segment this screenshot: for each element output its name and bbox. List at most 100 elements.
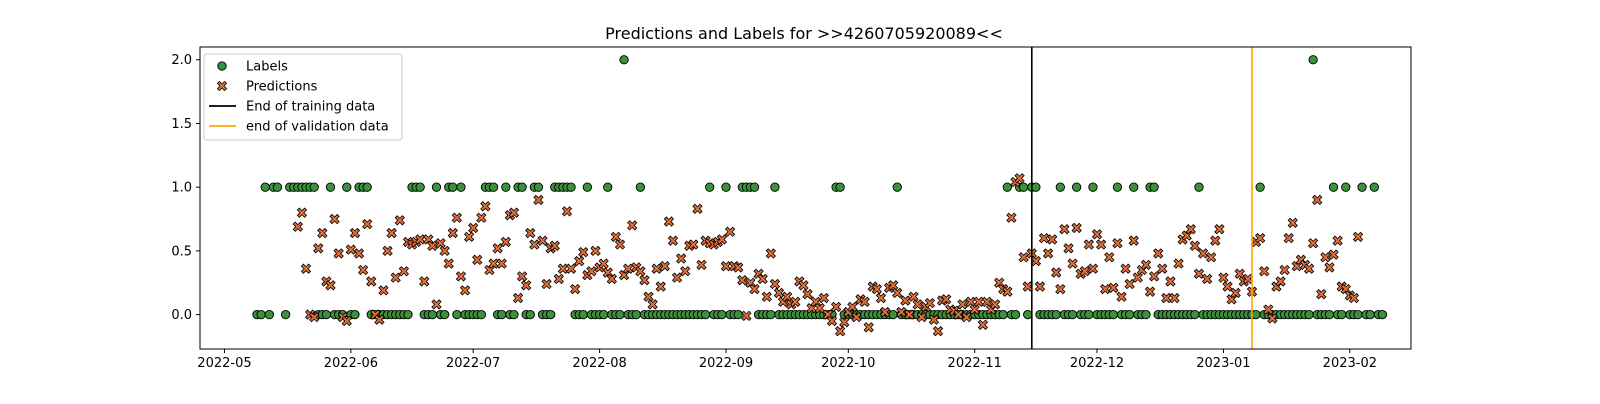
label-point [599, 309, 609, 320]
prediction-point [1071, 222, 1082, 234]
label-point [1324, 309, 1335, 320]
prediction-point [724, 226, 736, 237]
prediction-point [1100, 283, 1111, 295]
prediction-point [1316, 289, 1327, 300]
prediction-point [537, 235, 548, 246]
prediction-point [1230, 287, 1241, 299]
prediction-point [1140, 259, 1152, 271]
x-tick-label: 2022-10 [821, 356, 875, 371]
prediction-point [912, 299, 923, 310]
prediction-point [606, 273, 617, 285]
prediction-point [671, 272, 683, 283]
prediction-point [378, 285, 389, 296]
prediction-point [541, 278, 552, 290]
prediction-point [941, 294, 952, 305]
label-point [631, 309, 641, 320]
prediction-point [896, 306, 907, 318]
prediction-point [1047, 234, 1058, 245]
prediction-point [887, 280, 899, 291]
label-point [427, 309, 438, 320]
prediction-point [892, 287, 903, 299]
prediction-point [1218, 272, 1229, 283]
label-point [403, 309, 413, 320]
prediction-point [973, 296, 984, 308]
prediction-point [879, 306, 891, 318]
prediction-point [688, 239, 699, 250]
prediction-point [439, 245, 450, 257]
label-point [1308, 55, 1318, 65]
prediction-point [663, 216, 675, 227]
prediction-point [675, 253, 687, 264]
prediction-point [769, 278, 781, 290]
prediction-point [1312, 194, 1323, 206]
prediction-point [300, 263, 312, 274]
label-point [456, 182, 466, 192]
prediction-point [1108, 282, 1119, 294]
label-point [325, 182, 336, 192]
prediction-point [627, 220, 638, 231]
prediction-point [765, 248, 777, 259]
prediction-point [325, 280, 336, 291]
prediction-point [716, 234, 728, 245]
prediction-point [382, 245, 393, 257]
prediction-point [1214, 224, 1225, 235]
label-point [256, 309, 266, 320]
prediction-point [871, 283, 883, 295]
label-point [998, 309, 1008, 320]
label-point [1002, 182, 1012, 192]
label-point [1088, 182, 1098, 192]
prediction-point [1006, 212, 1017, 223]
prediction-point [1189, 240, 1201, 251]
prediction-point [1324, 262, 1335, 273]
prediction-point [1128, 235, 1139, 246]
prediction-point [1222, 281, 1233, 292]
x-tick-label: 2023-01 [1196, 356, 1250, 371]
prediction-point [761, 291, 772, 302]
prediction-point [667, 235, 679, 246]
prediction-point [353, 248, 365, 259]
prediction-point [1197, 248, 1209, 259]
prediction-point [818, 292, 830, 304]
prediction-point [386, 227, 397, 239]
prediction-point [451, 212, 463, 223]
prediction-point [398, 266, 410, 277]
prediction-point [1201, 273, 1213, 285]
prediction-point [839, 317, 850, 328]
prediction-point [1018, 252, 1029, 263]
label-point [700, 309, 711, 320]
label-point [533, 182, 544, 192]
label-point [1337, 309, 1347, 320]
prediction-point [749, 283, 760, 295]
label-point [1031, 182, 1041, 192]
label-point [1071, 182, 1082, 192]
prediction-point [447, 227, 458, 239]
prediction-point [908, 291, 919, 302]
prediction-point [859, 296, 870, 308]
prediction-point [1307, 238, 1319, 249]
prediction-point [296, 207, 308, 218]
prediction-point [1148, 271, 1160, 282]
x-tick-label: 2022-11 [948, 356, 1002, 371]
prediction-point [916, 311, 927, 323]
label-point [476, 309, 486, 320]
prediction-point [1112, 238, 1123, 249]
prediction-point [1079, 266, 1090, 277]
prediction-point [830, 301, 842, 313]
x-tick-label: 2023-02 [1323, 356, 1377, 371]
prediction-point [525, 227, 536, 239]
prediction-point [366, 276, 377, 287]
prediction-point [598, 258, 609, 269]
x-tick-label: 2022-06 [324, 356, 378, 371]
prediction-point [313, 243, 324, 254]
prediction-point [741, 310, 752, 322]
label-point [264, 309, 274, 320]
prediction-point [928, 314, 940, 325]
prediction-point [834, 325, 846, 337]
prediction-point [802, 289, 813, 300]
label-point [1084, 309, 1094, 320]
label-point [619, 55, 629, 65]
prediction-point [900, 295, 911, 306]
prediction-point [362, 218, 373, 230]
label-point [1357, 182, 1367, 192]
